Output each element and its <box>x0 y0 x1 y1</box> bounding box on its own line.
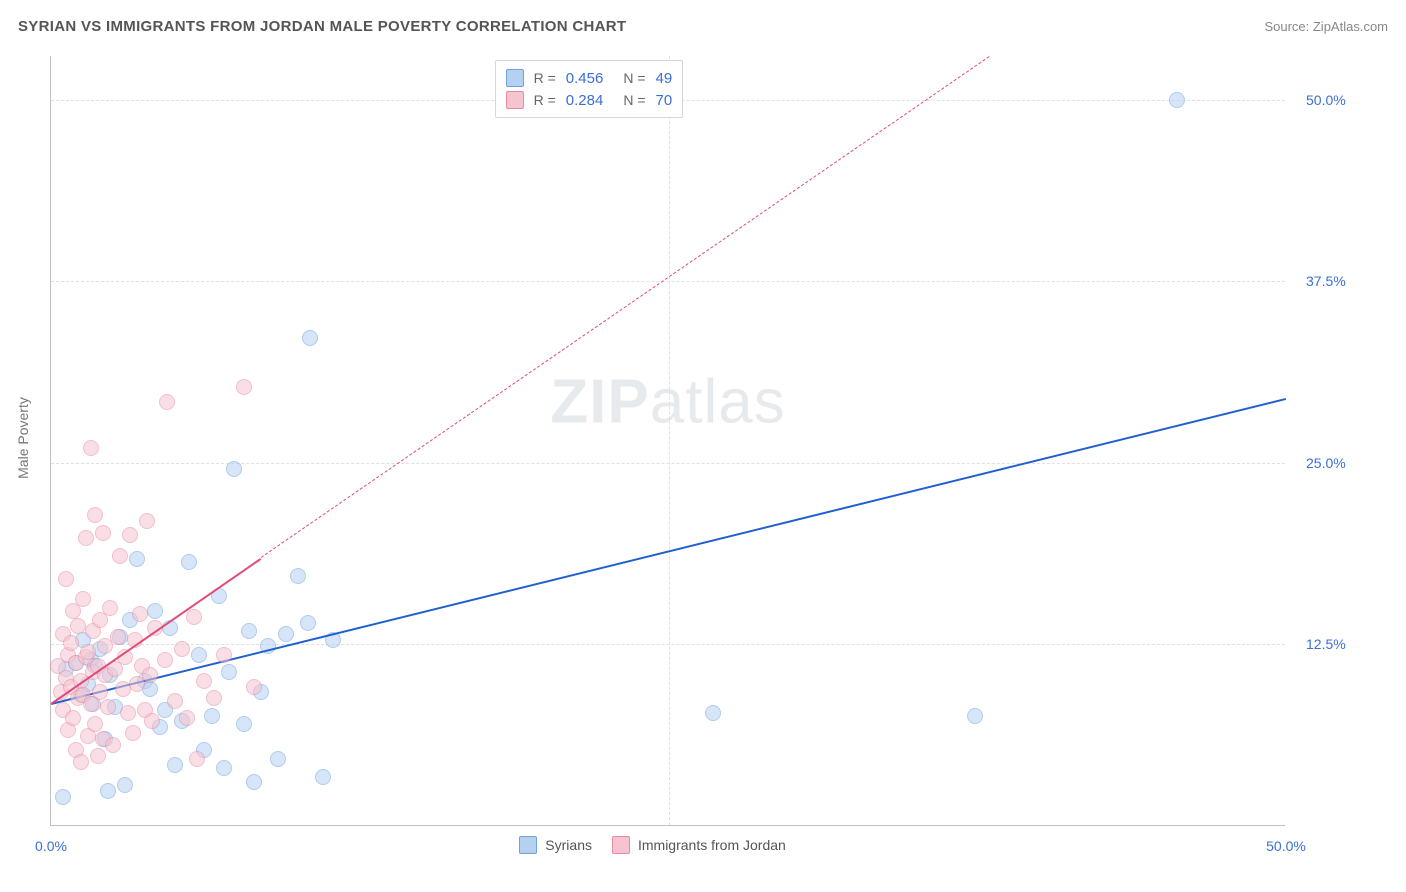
trend-line <box>261 56 990 558</box>
scatter-point <box>204 708 220 724</box>
scatter-point <box>122 527 138 543</box>
stats-n-value: 70 <box>656 92 673 109</box>
stats-r-value: 0.284 <box>566 92 604 109</box>
scatter-point <box>278 626 294 642</box>
y-tick-label: 12.5% <box>1306 636 1346 652</box>
scatter-point <box>63 635 79 651</box>
scatter-point <box>132 606 148 622</box>
source-label: Source: ZipAtlas.com <box>1264 19 1388 34</box>
stats-r-label: R = <box>534 92 556 108</box>
header-bar: SYRIAN VS IMMIGRANTS FROM JORDAN MALE PO… <box>18 18 1388 35</box>
scatter-point <box>75 591 91 607</box>
stats-n-label: N = <box>623 92 645 108</box>
stats-r-value: 0.456 <box>566 70 604 87</box>
plot-area: ZIPatlas 12.5%25.0%37.5%50.0%0.0%50.0% <box>50 56 1285 826</box>
watermark-atlas: atlas <box>650 368 786 437</box>
scatter-point <box>112 548 128 564</box>
stats-n-value: 49 <box>656 70 673 87</box>
scatter-point <box>236 716 252 732</box>
scatter-point <box>139 513 155 529</box>
stats-legend-row: R = 0.284 N = 70 <box>506 89 673 111</box>
legend-swatch <box>612 836 630 854</box>
scatter-point <box>236 379 252 395</box>
scatter-point <box>125 725 141 741</box>
chart-title: SYRIAN VS IMMIGRANTS FROM JORDAN MALE PO… <box>18 18 626 35</box>
scatter-point <box>58 571 74 587</box>
scatter-point <box>78 530 94 546</box>
scatter-point <box>290 568 306 584</box>
scatter-point <box>105 737 121 753</box>
scatter-point <box>181 554 197 570</box>
y-tick-label: 25.0% <box>1306 455 1346 471</box>
scatter-point <box>967 708 983 724</box>
scatter-point <box>55 789 71 805</box>
y-axis-label: Male Poverty <box>15 397 31 479</box>
stats-r-label: R = <box>534 70 556 86</box>
scatter-point <box>117 777 133 793</box>
scatter-point <box>100 783 116 799</box>
scatter-point <box>65 710 81 726</box>
legend-swatch <box>519 836 537 854</box>
scatter-point <box>216 647 232 663</box>
scatter-point <box>179 710 195 726</box>
legend-label: Immigrants from Jordan <box>638 837 786 853</box>
scatter-point <box>167 757 183 773</box>
scatter-point <box>142 667 158 683</box>
scatter-point <box>147 603 163 619</box>
scatter-point <box>100 699 116 715</box>
x-tick-label: 0.0% <box>35 838 67 854</box>
scatter-point <box>186 609 202 625</box>
scatter-point <box>167 693 183 709</box>
scatter-point <box>189 751 205 767</box>
scatter-point <box>83 440 99 456</box>
bottom-legend: Syrians Immigrants from Jordan <box>519 836 786 854</box>
scatter-point <box>216 760 232 776</box>
scatter-point <box>73 754 89 770</box>
scatter-point <box>129 551 145 567</box>
watermark-zip: ZIP <box>550 368 649 437</box>
stats-legend: R = 0.456 N = 49 R = 0.284 N = 70 <box>495 60 684 118</box>
scatter-point <box>705 705 721 721</box>
scatter-point <box>70 618 86 634</box>
scatter-point <box>206 690 222 706</box>
scatter-point <box>87 507 103 523</box>
scatter-point <box>246 774 262 790</box>
legend-swatch <box>506 91 524 109</box>
scatter-point <box>302 330 318 346</box>
scatter-point <box>120 705 136 721</box>
scatter-point <box>174 641 190 657</box>
scatter-point <box>300 615 316 631</box>
scatter-point <box>196 673 212 689</box>
scatter-point <box>221 664 237 680</box>
scatter-point <box>115 681 131 697</box>
scatter-point <box>315 769 331 785</box>
stats-n-label: N = <box>623 70 645 86</box>
scatter-point <box>157 652 173 668</box>
scatter-point <box>1169 92 1185 108</box>
scatter-point <box>246 679 262 695</box>
x-tick-label: 50.0% <box>1266 838 1306 854</box>
legend-swatch <box>506 69 524 87</box>
stats-legend-row: R = 0.456 N = 49 <box>506 67 673 89</box>
scatter-point <box>102 600 118 616</box>
scatter-point <box>110 629 126 645</box>
y-tick-label: 50.0% <box>1306 92 1346 108</box>
legend-item: Immigrants from Jordan <box>612 836 786 854</box>
scatter-point <box>241 623 257 639</box>
legend-label: Syrians <box>545 837 592 853</box>
scatter-point <box>95 525 111 541</box>
scatter-point <box>144 713 160 729</box>
grid-line-v <box>669 56 670 825</box>
legend-item: Syrians <box>519 836 592 854</box>
scatter-point <box>270 751 286 767</box>
scatter-point <box>90 748 106 764</box>
scatter-point <box>80 644 96 660</box>
scatter-point <box>159 394 175 410</box>
y-tick-label: 37.5% <box>1306 273 1346 289</box>
scatter-point <box>191 647 207 663</box>
scatter-point <box>226 461 242 477</box>
